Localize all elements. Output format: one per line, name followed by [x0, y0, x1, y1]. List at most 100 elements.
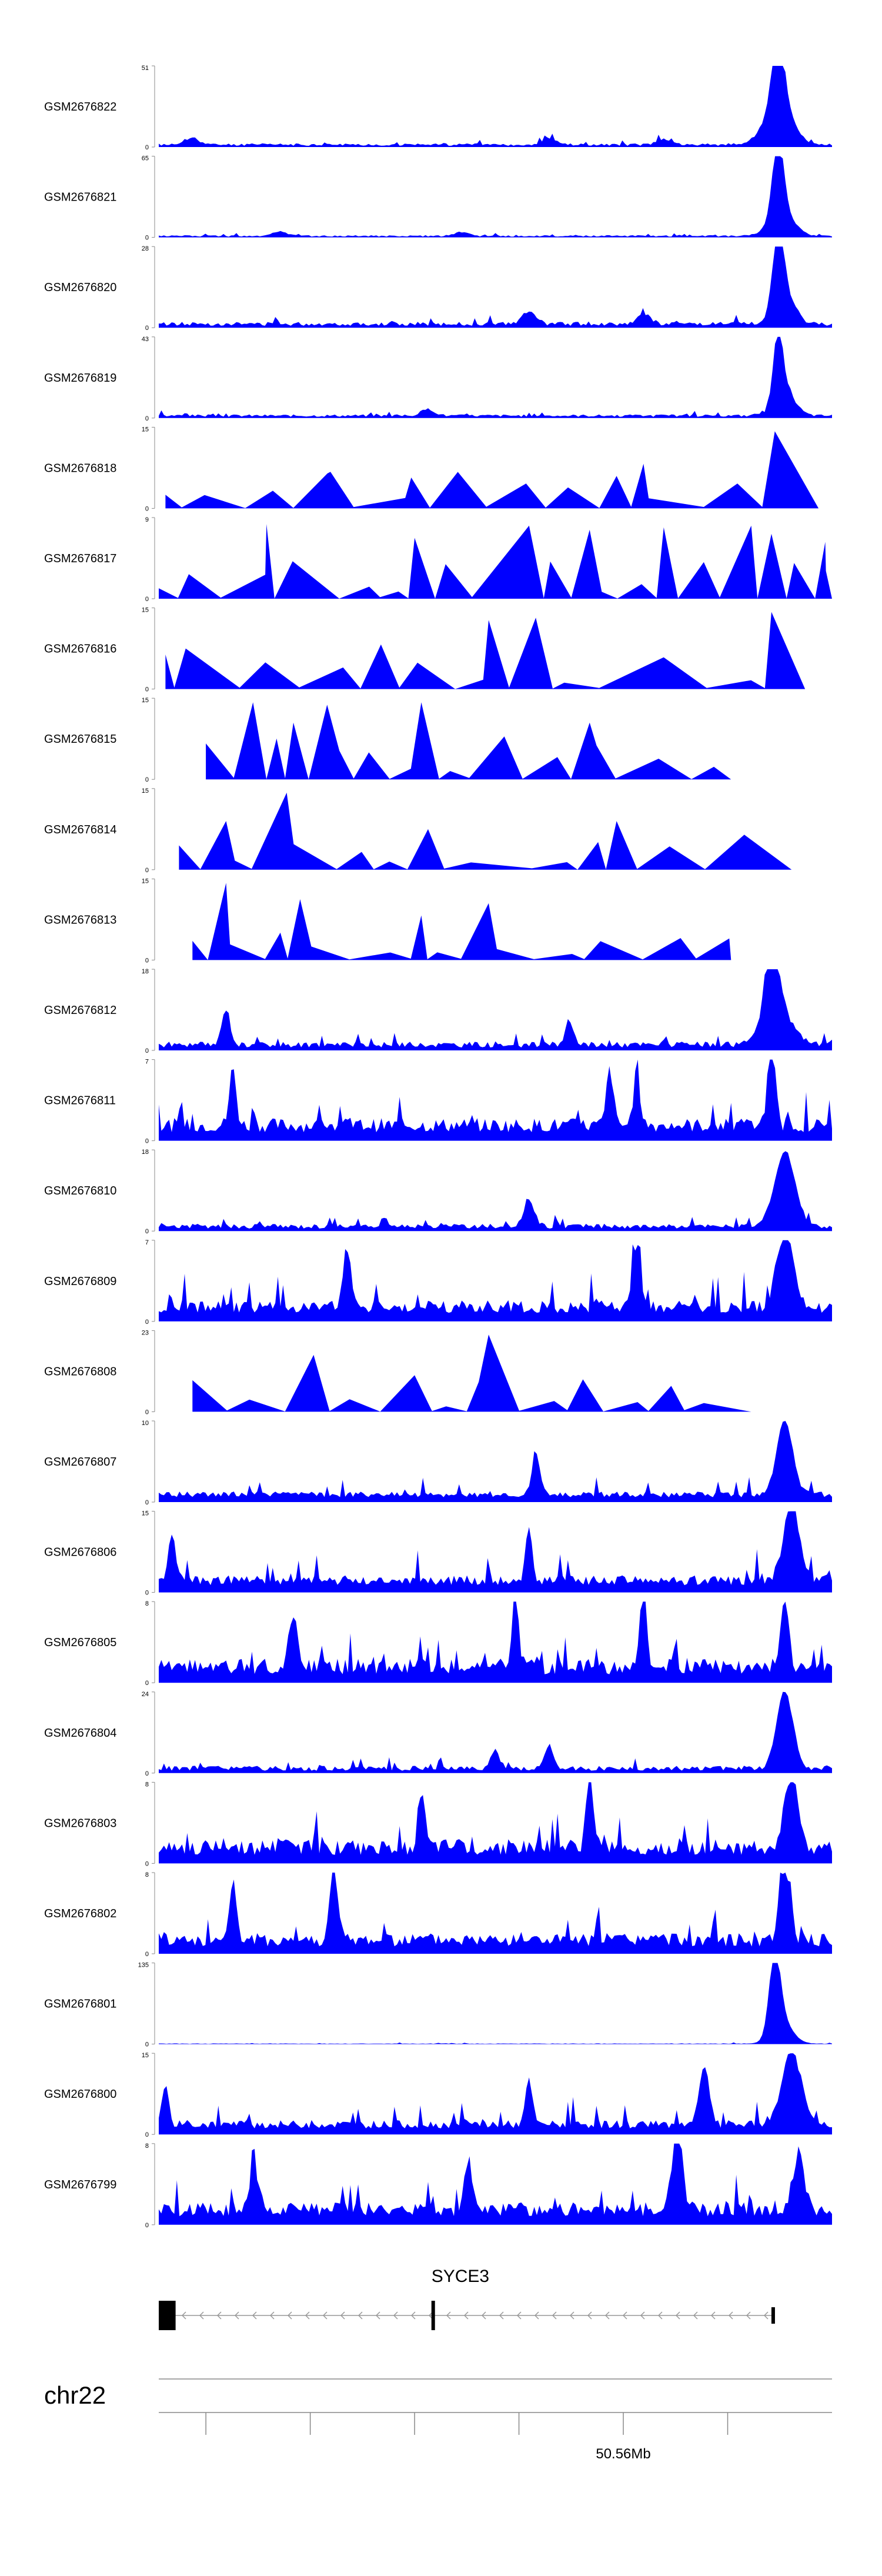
gene-exon: [771, 2307, 775, 2324]
track-ymin-label: 0: [145, 2131, 149, 2138]
track-ymin-label: 0: [145, 686, 149, 693]
coverage-area: [159, 1782, 832, 1864]
coverage-area: [159, 1151, 832, 1232]
track-label: GSM2676814: [44, 823, 116, 836]
gene-utr: [159, 2304, 166, 2327]
track-label: GSM2676815: [44, 733, 116, 746]
coverage-area: [192, 1334, 751, 1412]
coverage-area: [165, 612, 806, 689]
coverage-area: [159, 336, 832, 418]
track-ymax-label: 10: [142, 1420, 149, 1427]
strand-arrow: [675, 2311, 680, 2320]
track-ymin-label: 0: [145, 1047, 149, 1055]
track-ymax-label: 15: [142, 2052, 149, 2059]
track-ymin-label: 0: [145, 1228, 149, 1235]
strand-arrow: [534, 2311, 539, 2320]
strand-arrow: [322, 2311, 328, 2320]
strand-arrow: [728, 2311, 733, 2320]
track-ymin-label: 0: [145, 144, 149, 151]
track-ymin-label: 0: [145, 1499, 149, 1506]
track-ymax-label: 7: [145, 1059, 149, 1066]
track-ymax-label: 15: [142, 426, 149, 433]
track-label: GSM2676803: [44, 1817, 116, 1830]
track-ymin-label: 0: [145, 1680, 149, 1687]
strand-arrow: [269, 2311, 275, 2320]
strand-arrow: [657, 2311, 663, 2320]
track-ymin-label: 0: [145, 776, 149, 783]
axis-tick-label: 50.56Mb: [596, 2446, 650, 2462]
track-ymin-label: 0: [145, 867, 149, 874]
track-ymax-label: 23: [142, 1329, 149, 1336]
track-ymax-label: 51: [142, 65, 149, 72]
coverage-area: [159, 1240, 832, 1322]
track-label: GSM2676816: [44, 643, 116, 656]
strand-arrow: [340, 2311, 345, 2320]
strand-arrow: [216, 2311, 222, 2320]
strand-arrow: [375, 2311, 380, 2320]
gene-name: SYCE3: [432, 2267, 489, 2286]
coverage-area: [159, 1601, 832, 1683]
strand-arrow: [446, 2311, 451, 2320]
gene-exon: [431, 2301, 435, 2330]
strand-arrow: [693, 2311, 698, 2320]
strand-arrow: [410, 2311, 416, 2320]
coverage-area: [165, 431, 819, 509]
strand-arrow: [746, 2311, 751, 2320]
track-ymax-label: 8: [145, 1871, 149, 1878]
strand-arrow: [604, 2311, 610, 2320]
track-label: GSM2676802: [44, 1907, 116, 1920]
track-ymax-label: 15: [142, 697, 149, 704]
track-label: GSM2676799: [44, 2178, 116, 2191]
coverage-area: [159, 1421, 832, 1502]
track-ymin-label: 0: [145, 415, 149, 422]
track-label: GSM2676810: [44, 1184, 116, 1197]
coverage-area: [159, 2053, 832, 2135]
strand-arrow: [358, 2311, 363, 2320]
coverage-area: [159, 1059, 832, 1141]
strand-arrow: [287, 2311, 292, 2320]
track-ymax-label: 28: [142, 245, 149, 252]
track-ymin-label: 0: [145, 1951, 149, 1958]
strand-arrow: [622, 2311, 627, 2320]
strand-arrow: [710, 2311, 716, 2320]
track-label: GSM2676805: [44, 1636, 116, 1649]
track-ymin-label: 0: [145, 1319, 149, 1326]
strand-arrow: [252, 2311, 257, 2320]
track-ymax-label: 43: [142, 336, 149, 343]
strand-arrow: [305, 2311, 310, 2320]
strand-arrow: [552, 2311, 557, 2320]
strand-arrow: [587, 2311, 592, 2320]
strand-arrow: [481, 2311, 486, 2320]
strand-arrow: [516, 2311, 522, 2320]
track-label: GSM2676800: [44, 2088, 116, 2101]
track-ymin-label: 0: [145, 1409, 149, 1416]
track-ymax-label: 8: [145, 1600, 149, 1607]
track-ymin-label: 0: [145, 596, 149, 603]
track-label: GSM2676804: [44, 1727, 116, 1740]
coverage-area: [159, 246, 832, 328]
coverage-area: [206, 702, 731, 780]
coverage-area: [159, 156, 832, 238]
track-ymin-label: 0: [145, 1590, 149, 1597]
track-label: GSM2676808: [44, 1365, 116, 1378]
track-ymax-label: 24: [142, 1691, 149, 1698]
track-ymin-label: 0: [145, 1770, 149, 1777]
track-label: GSM2676811: [44, 1095, 116, 1107]
track-label: GSM2676801: [44, 1998, 116, 2011]
track-ymin-label: 0: [145, 2222, 149, 2229]
track-ymin-label: 0: [145, 1860, 149, 1867]
track-ymax-label: 15: [142, 607, 149, 614]
track-ymax-label: 15: [142, 877, 149, 885]
track-ymax-label: 15: [142, 1510, 149, 1517]
strand-arrow: [234, 2311, 239, 2320]
track-ymax-label: 15: [142, 788, 149, 795]
track-ymin-label: 0: [145, 2041, 149, 2048]
track-ymax-label: 8: [145, 2143, 149, 2150]
track-label: GSM2676807: [44, 1456, 116, 1469]
track-ymin-label: 0: [145, 235, 149, 242]
strand-arrow: [181, 2311, 186, 2320]
coverage-area: [159, 2143, 832, 2225]
track-ymax-label: 18: [142, 1149, 149, 1156]
strand-arrow: [463, 2311, 469, 2320]
